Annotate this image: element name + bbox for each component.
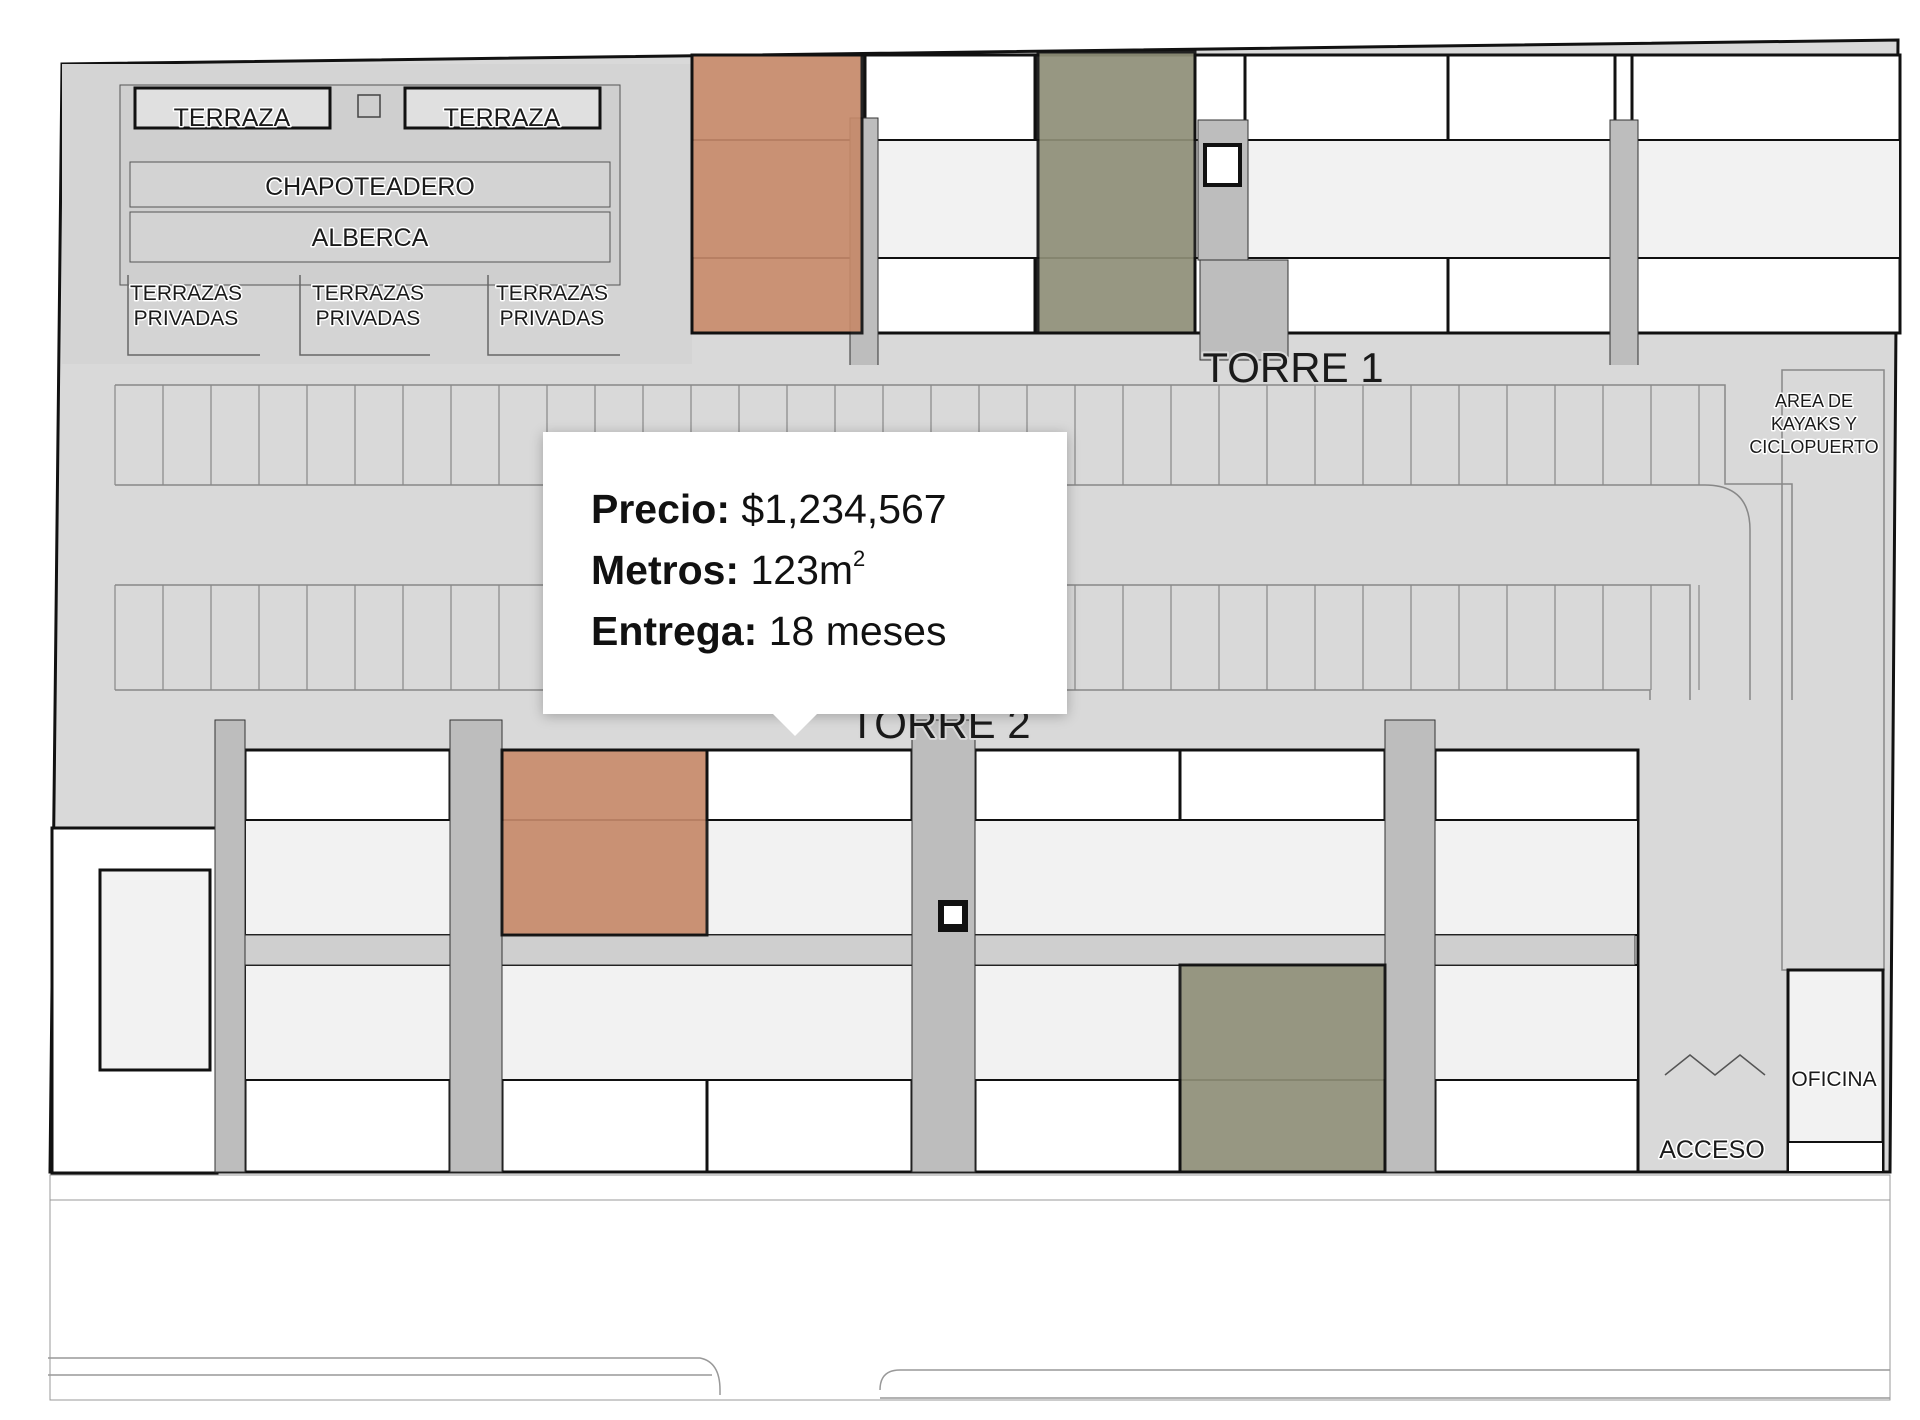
alberca-label: ALBERCA [312, 224, 429, 252]
street-area [49, 1174, 1891, 1401]
pool-complex [119, 84, 621, 286]
metros-superscript: 2 [853, 546, 866, 571]
acceso-label: ACCESO [1659, 1136, 1765, 1164]
torre-1-stair-2 [1199, 259, 1289, 361]
entrega-label: Entrega: [591, 608, 758, 654]
terrazas-privadas-2-label-2: PRIVADAS [316, 307, 421, 330]
terraza-1-deck [133, 86, 332, 130]
torre-2-building [50, 719, 1640, 1175]
terraza-2-label: TERRAZA [444, 104, 561, 132]
kayaks-label-2: KAYAKS Y [1771, 414, 1857, 434]
precio-label: Precio: [591, 486, 730, 532]
torre-1-label: TORRE 1 [1202, 344, 1383, 391]
unit-available-torre1[interactable] [690, 53, 864, 335]
terrazas-privadas-2-label: TERRAZAS [312, 282, 424, 305]
terraza-2-deck [403, 86, 602, 130]
metros-label: Metros: [591, 547, 740, 593]
chapoteadero-area [129, 161, 611, 208]
kayaks-label-3: CICLOPUERTO [1749, 437, 1878, 457]
metros-row: Metros: 123m2 [591, 546, 865, 594]
oficina-label: OFICINA [1791, 1068, 1876, 1091]
chapoteadero-label: CHAPOTEADERO [265, 173, 475, 201]
terrazas-privadas-3-label-2: PRIVADAS [500, 307, 605, 330]
terrazas-privadas-outline [127, 275, 620, 356]
torre-2-stair-3 [911, 719, 976, 1173]
popup-pointer [773, 714, 817, 736]
terraza-1-label: TERRAZA [174, 104, 291, 132]
torre-2-stair-2 [449, 719, 503, 1173]
precio-value: $1,234,567 [741, 486, 947, 532]
sidewalk-line [48, 1357, 1890, 1399]
unit-reserved-torre2[interactable] [1178, 963, 1387, 1174]
terrazas-privadas-3-label: TERRAZAS [496, 282, 608, 305]
entrega-value: 18 meses [768, 608, 947, 654]
terrazas-privadas-1-label-2: PRIVADAS [134, 307, 239, 330]
metros-value: 123m [750, 547, 854, 593]
torre-1-building [690, 53, 1902, 369]
torre-2-stair-4 [1384, 719, 1436, 1173]
unit-available-torre2[interactable] [500, 748, 709, 937]
unit-info-popup: Precio: $1,234,567 Metros: 123m2 Entrega… [543, 432, 1067, 736]
access-gate [1664, 1054, 1766, 1076]
alberca-area [129, 211, 611, 263]
kayaks-label-1: AREA DE [1775, 391, 1853, 411]
entrega-row: Entrega: 18 meses [591, 607, 946, 655]
precio-row: Precio: $1,234,567 [591, 485, 947, 533]
torre-2-stair-1 [214, 719, 246, 1173]
unit-reserved-torre1[interactable] [1036, 50, 1197, 335]
torre-1-stair-3 [1609, 119, 1639, 369]
torre-1-core [1197, 119, 1249, 261]
office-building [1786, 968, 1885, 1174]
terrazas-privadas-1-label: TERRAZAS [130, 282, 242, 305]
